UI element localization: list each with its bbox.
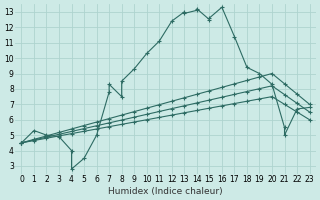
X-axis label: Humidex (Indice chaleur): Humidex (Indice chaleur) xyxy=(108,187,223,196)
